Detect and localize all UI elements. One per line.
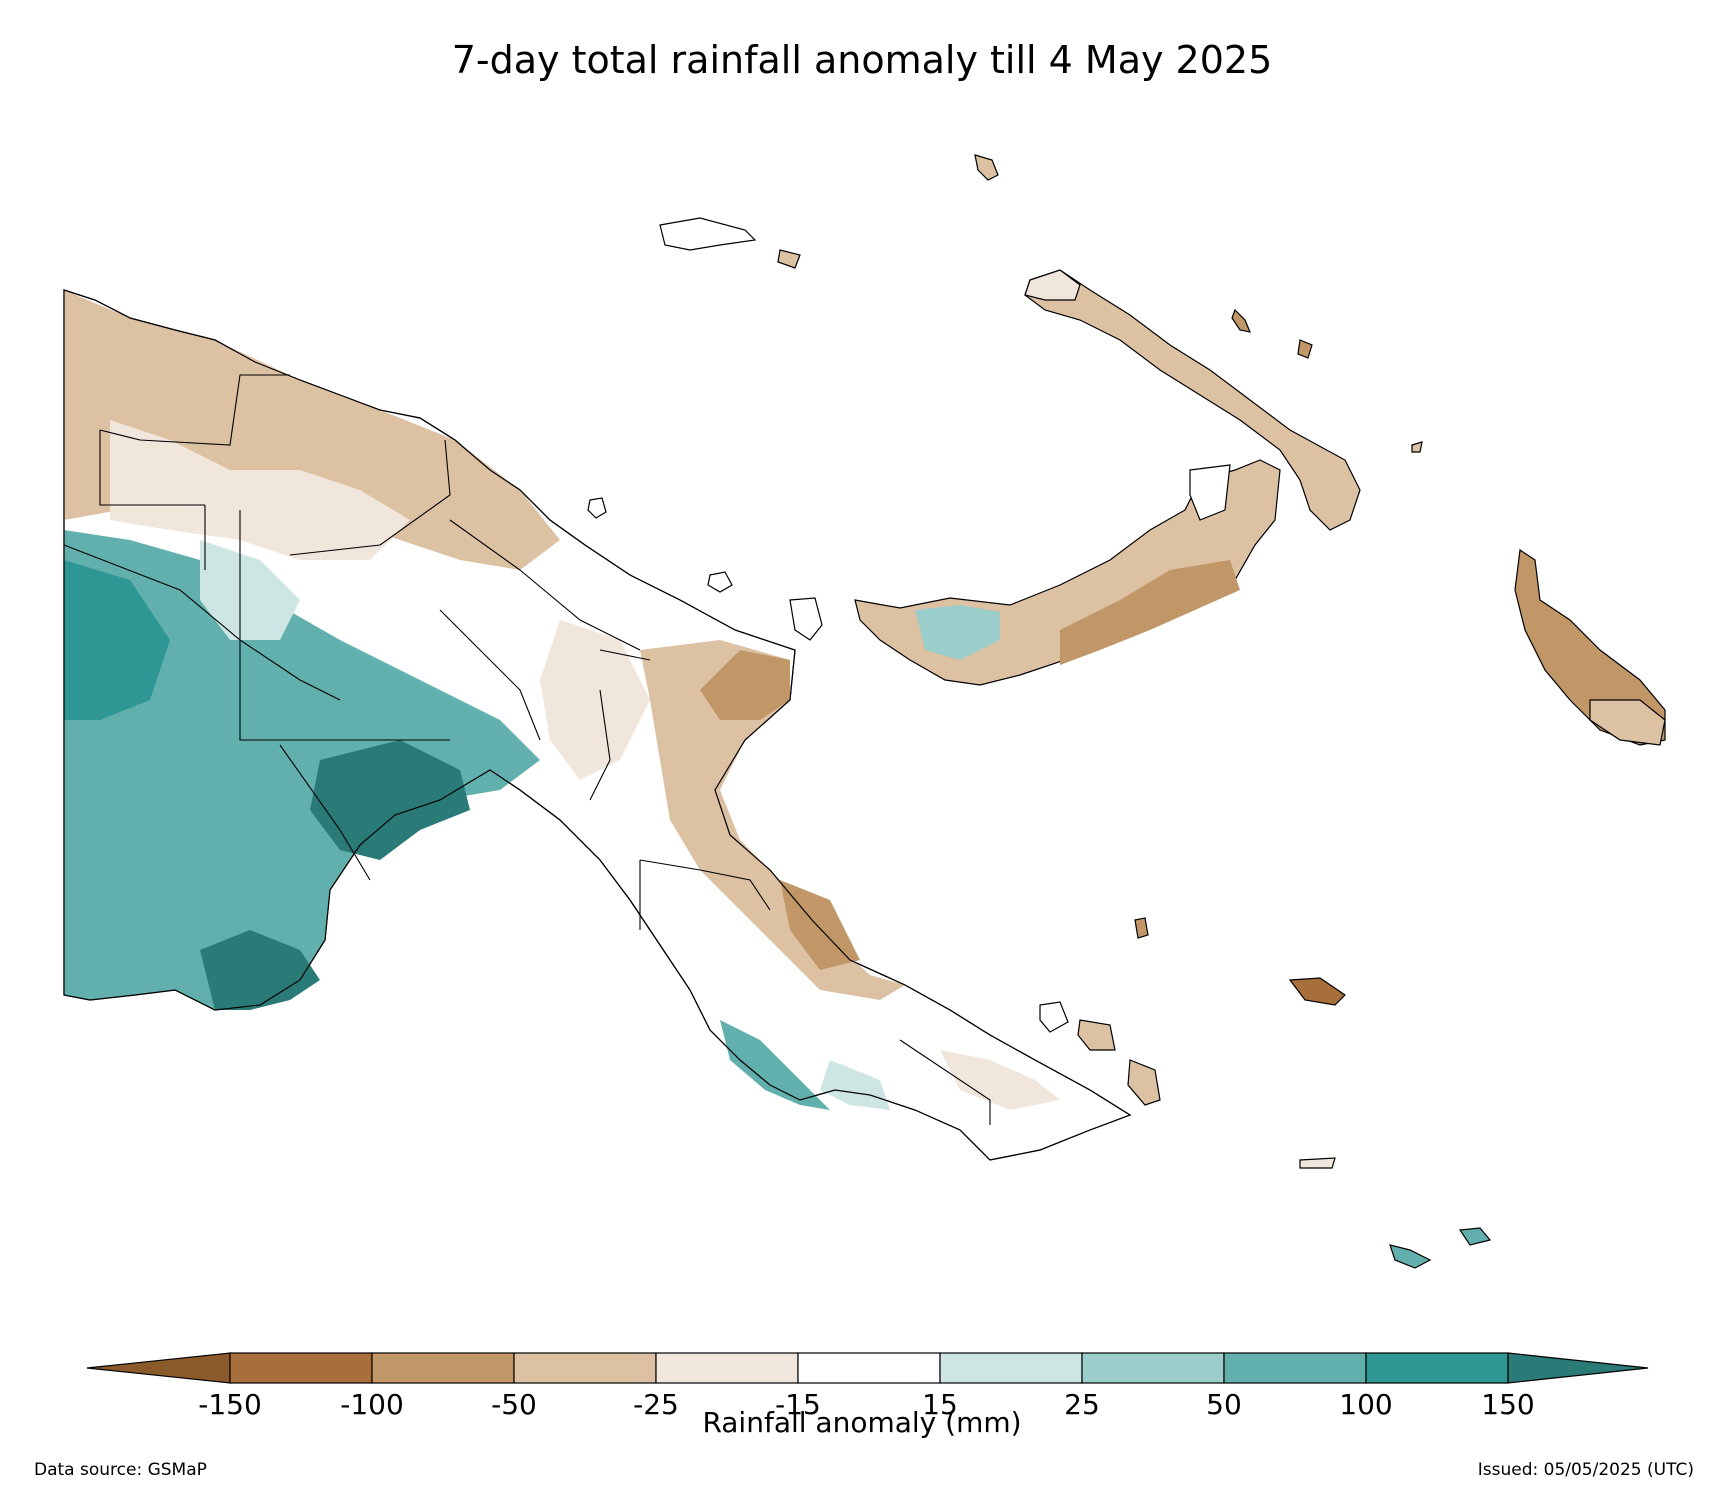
new-britain-wet-zone [915, 605, 1000, 660]
mussau-island [974, 154, 999, 181]
issued-date-note: Issued: 05/05/2025 (UTC) [1477, 1460, 1694, 1480]
new-ireland-light-tip [1024, 269, 1081, 301]
colorbar-ticks: -150 -100 -50 -25 -15 15 25 50 100 150 [198, 1388, 1535, 1421]
map-title: 7-day total rainfall anomaly till 4 May … [451, 38, 1273, 82]
woodlark-island [1288, 977, 1346, 1006]
central-highlands-light-zone [540, 620, 650, 780]
colorbar-label: Rainfall anomaly (mm) [702, 1406, 1022, 1439]
bougainville-light-tip [1589, 699, 1666, 746]
colorbar-bin-4 [655, 1352, 799, 1384]
tick-label: -50 [491, 1388, 537, 1421]
southwest-light-wet-zone [200, 540, 300, 640]
manus-island [659, 217, 757, 251]
colorbar-extend-high [1507, 1352, 1649, 1384]
colorbar-bin-2 [371, 1352, 515, 1384]
lihir-island [1297, 339, 1313, 359]
tick-label: 100 [1339, 1388, 1392, 1421]
tick-label: -15 [775, 1388, 821, 1421]
manus-east-island [777, 249, 801, 269]
fly-delta-wettest-zone [310, 740, 470, 860]
feni-island [1411, 441, 1423, 453]
tick-label: 15 [922, 1388, 958, 1421]
tick-label: -150 [198, 1388, 262, 1421]
colorbar-bin-7 [1081, 1352, 1225, 1384]
morobe-dry-zone [780, 880, 860, 970]
bougainville-island [1514, 548, 1666, 746]
colorbar-bin-1 [229, 1352, 373, 1384]
province-boundaries [63, 374, 991, 1125]
tick-label: 50 [1206, 1388, 1242, 1421]
new-britain-very-dry-zone [1060, 560, 1240, 665]
tick-label: 150 [1481, 1388, 1534, 1421]
goodenough-island [1077, 1019, 1116, 1051]
colorbar-extend-low [86, 1352, 231, 1384]
south-coast-wettest-zone [200, 930, 320, 1010]
colorbar-bin-5 [797, 1352, 941, 1384]
tick-label: 25 [1064, 1388, 1100, 1421]
fergusson-island [1039, 1001, 1069, 1033]
colorbar-bin-9 [1365, 1352, 1509, 1384]
data-source-note: Data source: GSMaP [34, 1460, 207, 1480]
trobriand-island [1134, 917, 1149, 939]
new-britain-white-tip [1189, 464, 1231, 521]
north-coast-light-zone [110, 420, 410, 560]
tick-label: -25 [633, 1388, 679, 1421]
sudest-island [1389, 1244, 1432, 1269]
karkar-island [587, 497, 607, 519]
normanby-island [1127, 1059, 1161, 1106]
misima-island [1299, 1157, 1336, 1169]
islands [587, 154, 1666, 1269]
rossel-island [1458, 1227, 1492, 1246]
colorbar-bin-8 [1223, 1352, 1367, 1384]
land-masses [63, 289, 1132, 1161]
mainland-outline [63, 289, 1132, 1161]
east-ridge-dry-zone [640, 640, 905, 1000]
southwest-wet-zone [64, 530, 540, 1010]
southwest-very-wet-zone [64, 560, 170, 720]
colorbar-bin-3 [513, 1352, 657, 1384]
southeast-coast-light-wet-zone [820, 1060, 890, 1110]
colorbar-bin-6 [939, 1352, 1083, 1384]
umboi-island [789, 597, 823, 641]
tabar-island [1231, 308, 1251, 333]
southeast-coast-wet-zone [720, 1020, 830, 1110]
east-ridge-very-dry-zone [700, 650, 790, 720]
milne-bay-light-dry-zone [940, 1050, 1060, 1110]
long-island [707, 571, 733, 593]
tick-label: -100 [340, 1388, 404, 1421]
colorbar [86, 1352, 1649, 1384]
